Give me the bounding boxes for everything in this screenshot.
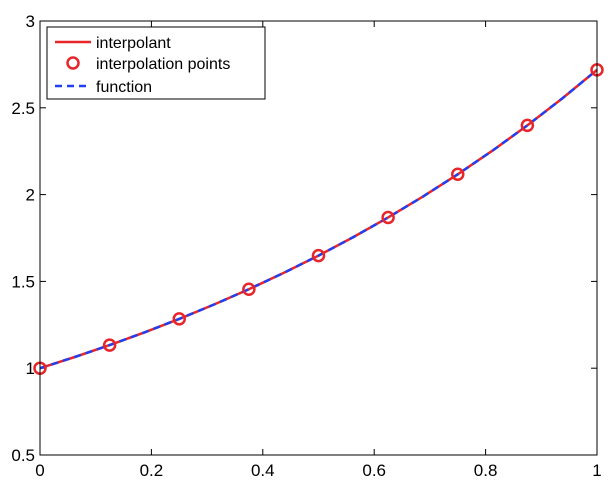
- x-tick-label: 0.2: [140, 461, 164, 480]
- ticks-layer: 0 0.2 0.4 0.6 0.8 1 0.5 1 1.5 2 2.5 3: [11, 12, 601, 480]
- legend-label-function: function: [96, 79, 152, 96]
- legend-label-interpolation-points: interpolation points: [96, 56, 230, 73]
- legend-label-interpolant: interpolant: [96, 35, 171, 52]
- x-tick-label: 1: [592, 461, 601, 480]
- y-tick-label: 2: [26, 186, 35, 205]
- x-tick-label: 0.8: [474, 461, 498, 480]
- series-line-function: [39, 68, 598, 370]
- x-tick-label: 0.4: [251, 461, 275, 480]
- legend: interpolant interpolation points functio…: [46, 26, 266, 100]
- x-tick-label: 0: [35, 461, 44, 480]
- legend-swatch-interpolation-points: [66, 56, 80, 70]
- x-tick-label: 0.6: [362, 461, 386, 480]
- plot-frame: [39, 20, 598, 456]
- y-tick-label: 0.5: [11, 446, 35, 465]
- y-tick-label: 1: [26, 359, 35, 378]
- data-point-interpolation-points: [311, 248, 326, 263]
- series-layer: [33, 63, 604, 375]
- y-tick-label: 1.5: [11, 272, 35, 291]
- data-point-interpolation-points: [172, 312, 186, 326]
- data-point-interpolation-points: [242, 282, 256, 296]
- y-tick-label: 3: [26, 12, 35, 31]
- data-point-interpolation-points: [381, 210, 395, 225]
- data-point-interpolation-points: [451, 167, 465, 182]
- data-point-interpolation-points: [102, 338, 117, 352]
- series-line-interpolant: [39, 68, 598, 370]
- y-tick-label: 2.5: [11, 99, 35, 118]
- data-point-interpolation-points: [520, 118, 535, 133]
